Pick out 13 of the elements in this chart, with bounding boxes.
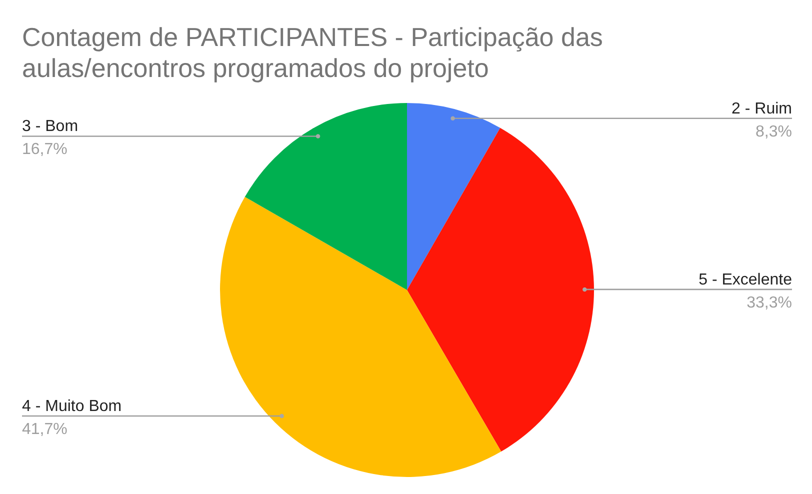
slice-label: 3 - Bom: [22, 118, 78, 136]
slice-label: 5 - Excelente: [698, 271, 792, 288]
pie-slice: [407, 103, 500, 290]
slice-label: 2 - Ruim: [732, 100, 792, 118]
pie-slice: [407, 128, 594, 452]
data-label: 41,7%: [22, 421, 68, 438]
pie-slice: [220, 196, 502, 477]
data-label: 16,7%: [22, 141, 68, 158]
slice-label: 4 - Muito Bom: [22, 398, 122, 416]
pie-slice: [244, 103, 407, 290]
chart-title: Contagem de PARTICIPANTES - Participação das aulas/encontros programados do projeto: [22, 22, 603, 83]
data-label: 8,3%: [756, 123, 792, 140]
data-label: 33,3%: [746, 294, 792, 312]
